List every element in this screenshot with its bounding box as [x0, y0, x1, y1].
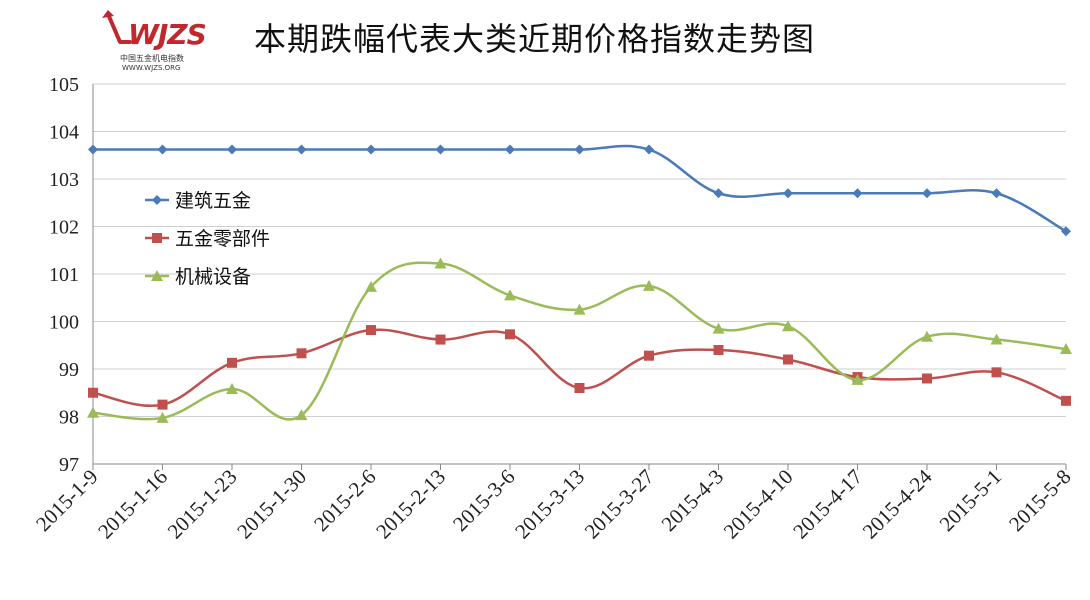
data-point-marker — [296, 144, 307, 155]
y-tick-label: 105 — [49, 74, 79, 96]
data-point-marker — [644, 144, 654, 155]
x-tick-label: 2015-5-1 — [935, 465, 1006, 536]
data-point-marker — [435, 144, 446, 155]
x-tick-label: 2015-4-3 — [657, 465, 728, 536]
x-tick-label: 2015-3-27 — [580, 465, 659, 544]
logo-url: WWW.WJZS.ORG — [122, 64, 181, 72]
y-tick-label: 99 — [59, 359, 79, 381]
data-point-marker — [574, 383, 585, 393]
y-tick-label: 98 — [59, 407, 79, 429]
x-tick-label: 2015-1-30 — [232, 465, 311, 544]
x-tick-label: 2015-1-16 — [93, 465, 172, 544]
data-point-marker — [712, 322, 725, 334]
data-point-marker — [991, 188, 1002, 199]
data-point-marker — [1060, 343, 1072, 355]
data-point-marker — [574, 144, 585, 155]
x-tick-label: 2015-3-6 — [448, 465, 519, 536]
data-point-marker — [88, 387, 98, 398]
data-point-marker — [87, 406, 99, 418]
data-point-marker — [505, 144, 515, 155]
data-point-marker — [504, 289, 516, 301]
arrow-logo-icon — [102, 10, 132, 44]
legend-label: 五金零部件 — [175, 228, 270, 250]
logo-brand: WJZS — [128, 18, 207, 51]
legend-label: 机械设备 — [175, 266, 251, 288]
data-point-marker — [434, 257, 447, 269]
y-tick-label: 102 — [49, 217, 79, 239]
data-point-marker — [782, 320, 794, 332]
data-point-marker — [1061, 395, 1071, 406]
data-point-marker — [713, 345, 724, 355]
y-tick-label: 103 — [49, 169, 79, 191]
series-2 — [88, 325, 1071, 410]
series-line — [92, 261, 1067, 421]
data-point-marker — [227, 357, 237, 368]
data-point-marker — [156, 411, 169, 423]
legend-item: 五金零部件 — [145, 228, 270, 250]
data-point-marker — [227, 144, 237, 155]
data-point-marker — [644, 350, 654, 361]
data-point-marker — [573, 303, 586, 315]
data-point-marker — [88, 144, 98, 155]
data-point-marker — [366, 325, 376, 336]
data-point-marker — [783, 188, 793, 199]
data-point-marker — [851, 373, 864, 385]
legend-swatch-marker — [152, 195, 162, 205]
y-tick-label: 101 — [49, 264, 79, 286]
data-point-marker — [435, 334, 446, 345]
series-line — [92, 328, 1067, 407]
data-point-marker — [366, 144, 376, 155]
data-point-marker — [365, 280, 377, 292]
x-tick-label: 2015-4-24 — [858, 464, 937, 543]
y-tick-label: 104 — [49, 122, 79, 144]
x-tick-label: 2015-1-23 — [163, 465, 242, 544]
x-tick-label: 2015-5-8 — [1004, 465, 1075, 536]
legend-swatch-marker — [151, 270, 163, 281]
x-tick-label: 2015-3-13 — [510, 465, 589, 544]
data-point-marker — [783, 354, 793, 365]
legend-item: 机械设备 — [145, 266, 251, 288]
data-point-marker — [922, 373, 932, 384]
legend-label: 建筑五金 — [175, 190, 251, 212]
series-1 — [88, 144, 1071, 237]
data-point-marker — [921, 330, 933, 342]
data-point-marker — [713, 188, 724, 199]
data-point-marker — [505, 329, 515, 340]
series-3 — [87, 257, 1072, 423]
y-tick-label: 97 — [59, 454, 79, 476]
x-tick-label: 2015-2-13 — [371, 465, 450, 544]
x-tick-label: 2015-2-6 — [309, 465, 380, 536]
series-line — [93, 144, 1067, 233]
data-point-marker — [990, 333, 1003, 345]
x-tick-label: 2015-4-10 — [719, 465, 798, 544]
data-point-marker — [991, 367, 1002, 378]
x-tick-label: 2015-4-17 — [788, 465, 867, 544]
series-lines — [87, 144, 1072, 423]
data-point-marker — [226, 382, 238, 394]
data-point-marker — [157, 144, 168, 155]
data-point-marker — [922, 188, 932, 199]
logo-subtitle: 中国五金机电指数 — [120, 54, 184, 63]
chart-title: 本期跌幅代表大类近期价格指数走势图 — [254, 20, 816, 58]
data-point-marker — [643, 279, 655, 291]
legend-swatch-marker — [152, 233, 162, 243]
data-point-marker — [157, 399, 168, 410]
data-point-marker — [295, 409, 308, 421]
wjzs-logo: WJZS 中国五金机电指数 WWW.WJZS.ORG — [100, 8, 212, 72]
y-tick-label: 100 — [49, 312, 79, 334]
data-point-marker — [852, 188, 863, 199]
data-point-marker — [1061, 226, 1071, 237]
data-point-marker — [296, 348, 307, 359]
legend-item: 建筑五金 — [145, 190, 251, 212]
gridlines — [93, 83, 1066, 465]
